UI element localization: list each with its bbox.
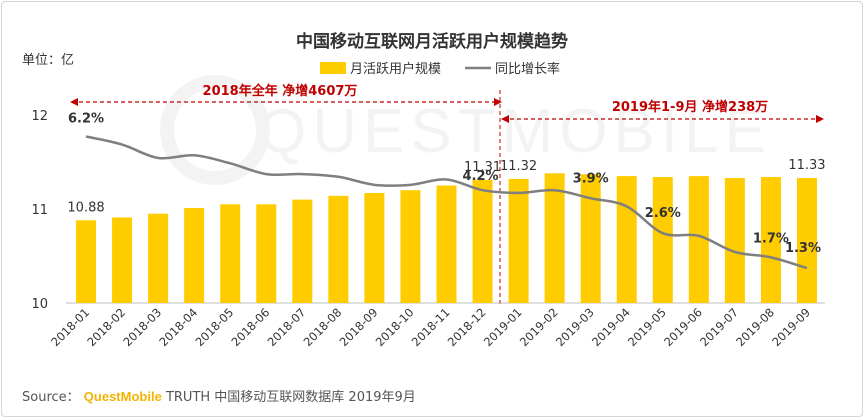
x-tick-label: 2019-08	[733, 305, 777, 349]
x-tick-label: 2018-05	[192, 305, 236, 349]
source-footer: Source： QuestMobile TRUTH 中国移动互联网数据库 201…	[22, 386, 416, 405]
bar-2018-01	[76, 220, 97, 303]
growth-rate-label: 6.2%	[68, 111, 104, 126]
bar-2019-04	[616, 176, 637, 303]
growth-rate-label: 3.9%	[573, 171, 609, 186]
bar-2018-11	[436, 185, 457, 303]
growth-rate-label: 4.2%	[463, 169, 499, 184]
bar-2019-08	[760, 177, 781, 303]
bar-2018-06	[256, 204, 277, 303]
x-tick-label: 2019-02	[517, 305, 561, 349]
x-tick-label: 2019-01	[481, 305, 525, 349]
x-tick-label: 2018-07	[265, 305, 309, 349]
x-tick-label: 2019-09	[769, 305, 813, 349]
bar-2018-07	[292, 199, 313, 303]
growth-rate-label: 2.6%	[645, 206, 681, 221]
source-brand: QuestMobile	[83, 389, 162, 404]
bar-2018-03	[148, 213, 169, 303]
legend-bar-swatch	[320, 62, 346, 74]
x-tick-label: 2018-12	[445, 305, 489, 349]
bar-value-label: 11.31	[464, 160, 501, 175]
x-tick-label: 2018-09	[337, 305, 381, 349]
growth-rate-label: 1.7%	[753, 231, 789, 246]
x-tick-label: 2019-07	[697, 305, 741, 349]
x-tick-label: 2018-08	[301, 305, 345, 349]
watermark: QUESTMOBILE	[160, 75, 772, 185]
x-tick-label: 2018-10	[373, 305, 417, 349]
x-tick-label: 2019-05	[625, 305, 669, 349]
legend-bar-label: 月活跃用户规模	[350, 61, 441, 77]
x-tick-label: 2018-06	[228, 305, 272, 349]
bar-2019-09	[796, 177, 817, 303]
bar-value-label: 11.32	[500, 159, 537, 174]
unit-label: 单位：亿	[22, 53, 74, 68]
x-tick-label: 2018-01	[48, 305, 92, 349]
bar-2018-04	[184, 208, 205, 303]
bar-2018-09	[364, 193, 385, 303]
annotations: 2018年全年 净增4607万 2019年1-9月 净增238万	[70, 83, 824, 305]
bar-2018-02	[112, 217, 133, 303]
source-prefix: Source：	[22, 390, 80, 405]
growth-line	[85, 135, 808, 270]
watermark-text: QUESTMOBILE	[258, 97, 772, 166]
bar-2018-12	[472, 179, 493, 303]
x-tick-label: 2018-11	[409, 305, 453, 349]
bar-2018-10	[400, 190, 421, 303]
legend-line-label: 同比增长率	[495, 61, 560, 77]
y-tick-label: 10	[31, 297, 48, 312]
bar-2018-05	[220, 204, 241, 303]
watermark-logo-ring	[160, 75, 270, 185]
x-tick-label: 2018-02	[84, 305, 128, 349]
bar-2019-01	[508, 178, 529, 303]
x-tick-label: 2018-03	[120, 305, 164, 349]
x-tick-label: 2019-04	[589, 305, 633, 349]
source-text: TRUTH 中国移动互联网数据库 2019年9月	[165, 390, 416, 405]
bar-2018-08	[328, 195, 349, 303]
bar-value-label: 10.88	[67, 200, 104, 215]
bar-2019-02	[544, 173, 565, 303]
growth-rate-label: 1.3%	[785, 241, 821, 256]
y-tick-label: 11	[31, 203, 48, 218]
bar-2019-07	[724, 177, 745, 303]
annotation-2019-text: 2019年1-9月 净增238万	[612, 99, 768, 115]
x-tick-label: 2019-06	[661, 305, 705, 349]
bar-2019-06	[688, 176, 709, 303]
bars	[76, 173, 817, 303]
chart-title: 中国移动互联网月活跃用户规模趋势	[296, 31, 568, 52]
bar-2019-03	[580, 174, 601, 303]
x-tick-label: 2018-04	[156, 305, 200, 349]
annotation-2018-text: 2018年全年 净增4607万	[203, 83, 358, 99]
x-tick-label: 2019-03	[553, 305, 597, 349]
y-tick-label: 12	[31, 109, 48, 124]
bar-value-label: 11.33	[788, 158, 825, 173]
bar-2019-05	[652, 177, 673, 303]
legend: 月活跃用户规模 同比增长率	[320, 61, 560, 77]
